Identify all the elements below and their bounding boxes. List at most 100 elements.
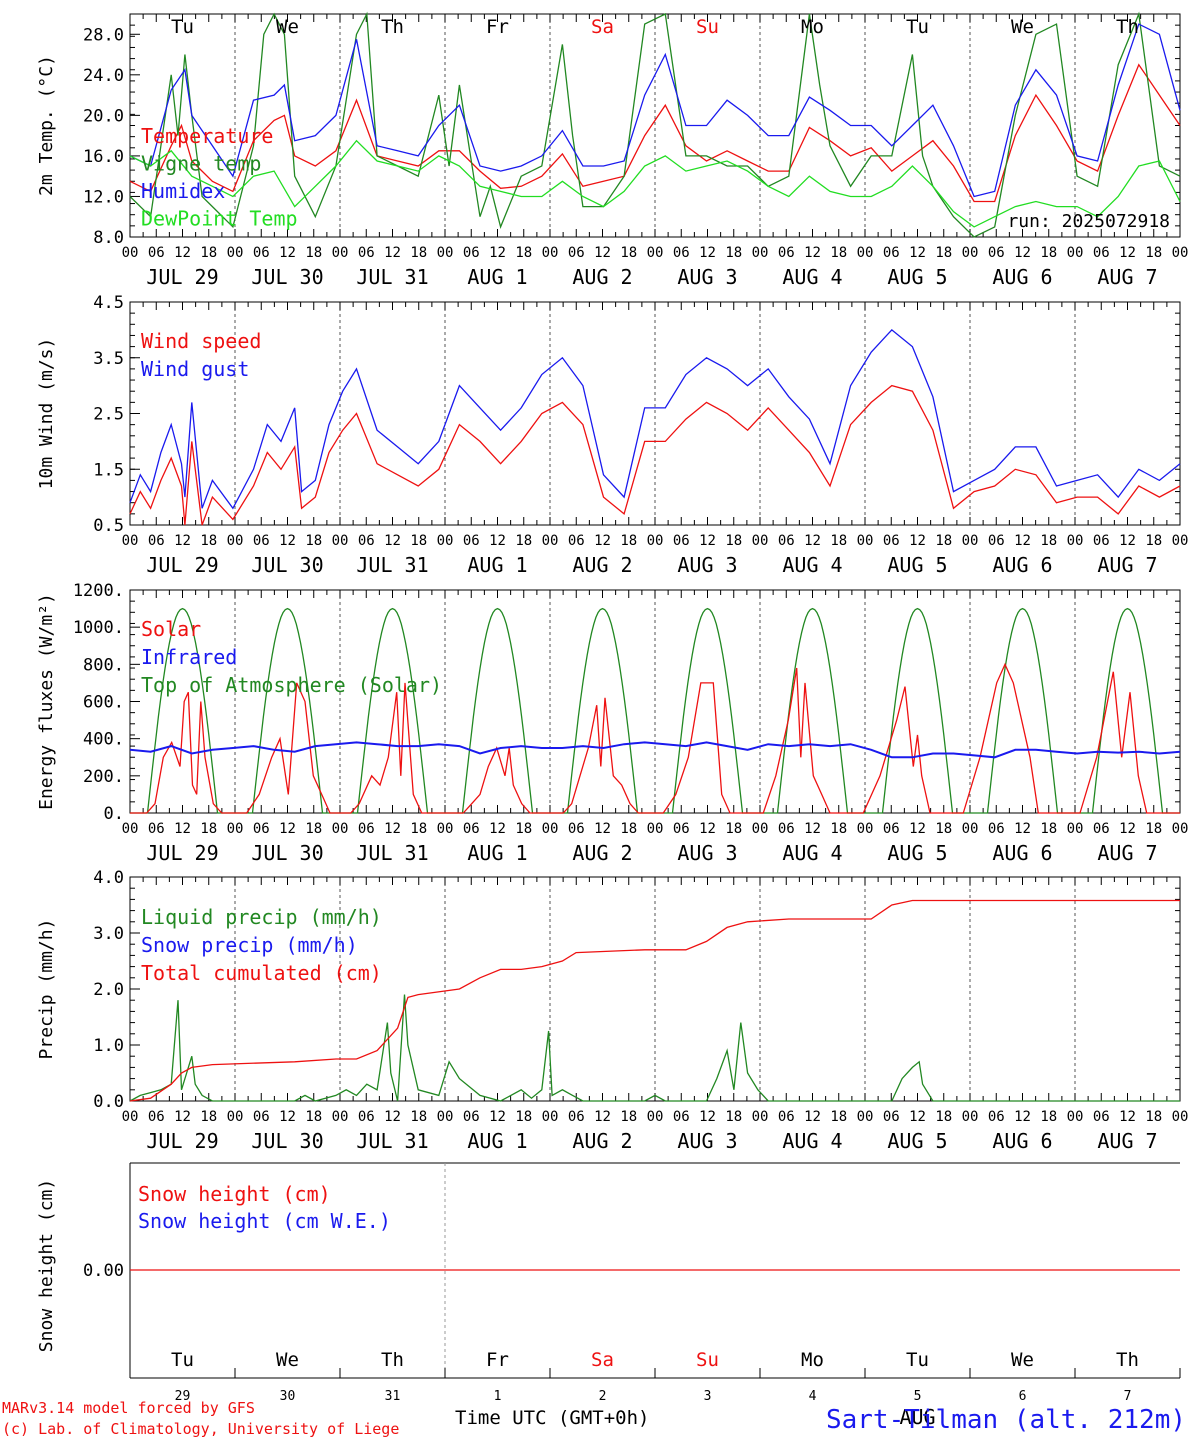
hour-tick-label: 06	[568, 533, 585, 549]
hour-tick-label: 12	[804, 821, 821, 837]
hour-tick-label: 00	[332, 821, 349, 837]
hour-tick-label: 12	[384, 821, 401, 837]
date-label: AUG 1	[467, 841, 527, 865]
weekday-label: Su	[696, 1349, 719, 1371]
hour-tick-label: 00	[962, 533, 979, 549]
hour-tick-label: 00	[1172, 1109, 1189, 1125]
hour-tick-label: 00	[1172, 821, 1189, 837]
series-infrared	[129, 741, 1181, 759]
date-label: AUG 7	[1097, 265, 1157, 289]
weekday-label: Tu	[171, 1349, 194, 1371]
hour-tick-label: 18	[830, 1109, 847, 1125]
hour-tick-label: 06	[358, 533, 375, 549]
panel-wind: 0.5 1.5 2.5 3.5 4.5 10m Wind (m/s) Wind speed W…	[36, 293, 1188, 577]
hour-tick-label: 12	[804, 245, 821, 261]
hour-tick-label: 00	[437, 533, 454, 549]
legend-entry: Total cumulated (cm)	[141, 961, 382, 985]
hour-tick-label: 18	[620, 821, 637, 837]
hour-tick-label: 18	[725, 245, 742, 261]
hour-tick-label: 18	[410, 245, 427, 261]
date-label: AUG 2	[572, 265, 632, 289]
x-axis-title: Time UTC (GMT+0h)	[455, 1407, 649, 1429]
legend-entry: Solar	[141, 617, 201, 641]
hour-tick-label: 00	[227, 821, 244, 837]
hour-tick-label: 18	[725, 1109, 742, 1125]
date-label: AUG 4	[782, 841, 842, 865]
hour-tick-label: 12	[279, 533, 296, 549]
date-label: AUG 7	[1097, 841, 1157, 865]
weekday-label: We	[1011, 1349, 1034, 1371]
series-temperature	[129, 63, 1181, 203]
y-tick-label: 20.0	[83, 106, 124, 126]
hour-tick-label: 18	[410, 821, 427, 837]
panel-energy: 0. 200. 400. 600. 800. 1000. 1200. Energy fluxe…	[36, 581, 1188, 865]
y-tick-label: 4.0	[93, 868, 124, 888]
hour-tick-label: 00	[437, 245, 454, 261]
hour-tick-label: 00	[122, 533, 139, 549]
panel-frame	[129, 301, 1181, 526]
y-axis-label: Snow height (cm)	[36, 1179, 57, 1352]
series-top-of-atmosphere-solar	[130, 607, 1180, 814]
hour-tick-label: 06	[253, 533, 270, 549]
station-name: Sart-Tilman (alt. 212m)	[826, 1405, 1186, 1435]
hour-tick-label: 18	[1145, 1109, 1162, 1125]
y-tick-label: 12.0	[83, 187, 124, 207]
date-label: JUL 30	[251, 265, 323, 289]
date-label: AUG 6	[992, 1129, 1052, 1153]
footer-model-line: MARv3.14 model forced by GFS	[2, 1399, 255, 1417]
y-tick-label: 1.0	[93, 1036, 124, 1056]
legend-entry: Infrared	[141, 645, 237, 669]
panel-precip: 0.0 1.0 2.0 3.0 4.0 Precip (mm/h) Liquid preci…	[36, 868, 1188, 1153]
hour-tick-label: 12	[594, 245, 611, 261]
date-label: AUG 5	[887, 841, 947, 865]
date-label: JUL 29	[146, 265, 218, 289]
hour-tick-label: 12	[174, 533, 191, 549]
hour-tick-label: 18	[830, 533, 847, 549]
y-tick-label: 1.5	[93, 460, 124, 480]
hour-tick-label: 06	[148, 821, 165, 837]
weekday-label: Sa	[591, 1349, 614, 1371]
series-solar	[130, 662, 1180, 814]
y-tick-label: 3.0	[93, 924, 124, 944]
series-liquid-precip-mm-h-	[129, 994, 1180, 1102]
series-vigne-temp	[129, 11, 1181, 238]
hour-tick-label: 18	[830, 245, 847, 261]
y-axis-label: Energy fluxes (W/m²)	[36, 593, 57, 810]
hour-tick-label: 06	[463, 1109, 480, 1125]
hour-tick-label: 00	[1172, 245, 1189, 261]
hour-tick-label: 12	[804, 1109, 821, 1125]
hour-tick-label: 12	[279, 821, 296, 837]
hour-tick-label: 18	[305, 1109, 322, 1125]
hour-tick-label: 00	[542, 821, 559, 837]
date-label: JUL 29	[146, 841, 218, 865]
date-label: AUG 4	[782, 265, 842, 289]
hour-tick-label: 18	[305, 533, 322, 549]
day-number-label: 4	[809, 1389, 817, 1404]
hour-tick-label: 00	[1067, 533, 1084, 549]
hour-tick-label: 18	[305, 821, 322, 837]
hour-tick-label: 12	[699, 533, 716, 549]
hour-tick-label: 12	[909, 821, 926, 837]
weekday-label: Mo	[801, 16, 824, 38]
legend-entry: Vigne temp	[141, 152, 261, 176]
hour-tick-label: 18	[935, 1109, 952, 1125]
hour-tick-label: 12	[594, 821, 611, 837]
hour-tick-label: 00	[122, 1109, 139, 1125]
hour-tick-label: 00	[857, 1109, 874, 1125]
hour-tick-label: 06	[988, 533, 1005, 549]
hour-tick-label: 00	[752, 533, 769, 549]
hour-tick-label: 12	[699, 245, 716, 261]
weekday-label: Fr	[486, 1349, 509, 1371]
y-tick-label: 24.0	[83, 66, 124, 86]
hour-tick-label: 00	[227, 1109, 244, 1125]
hour-tick-label: 12	[279, 245, 296, 261]
weekday-label: Tu	[906, 1349, 929, 1371]
y-tick-label: 600.	[83, 693, 124, 713]
legend-entry: Snow height (cm)	[138, 1182, 331, 1206]
day-number-label: 31	[385, 1389, 401, 1404]
weekday-label: We	[276, 1349, 299, 1371]
day-number-label: 5	[914, 1389, 922, 1404]
hour-tick-label: 18	[200, 533, 217, 549]
hour-tick-label: 06	[463, 821, 480, 837]
hour-tick-label: 12	[1119, 245, 1136, 261]
